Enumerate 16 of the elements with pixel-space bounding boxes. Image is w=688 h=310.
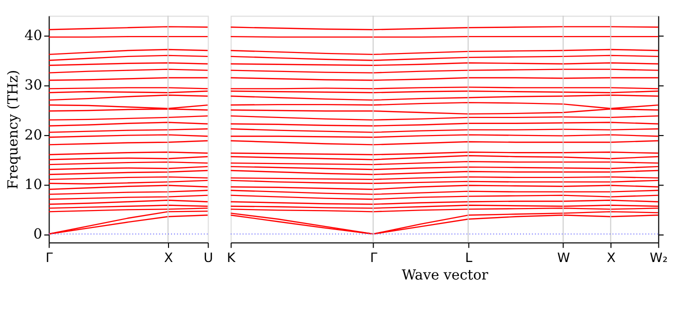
x-tick-label: K [226,250,236,266]
y-axis-title: Frequency (THz) [6,70,22,190]
y-tick-label: 20 [24,127,42,144]
x-tick-label: Γ [370,250,378,266]
x-tick-label: L [465,250,474,266]
y-tick-label: 0 [33,226,42,242]
y-tick-label: 40 [24,28,42,44]
x-tick-label: U [204,250,214,266]
x-tick-label: W [557,250,570,266]
x-tick-label: X [606,250,616,266]
x-tick-label: Γ [46,250,54,266]
x-axis-title: Wave vector [402,268,488,284]
y-tick-label: 10 [24,176,42,193]
x-tick-label: X [164,250,174,266]
x-tick-label: W₂ [650,250,668,266]
y-tick-label: 30 [24,78,42,94]
